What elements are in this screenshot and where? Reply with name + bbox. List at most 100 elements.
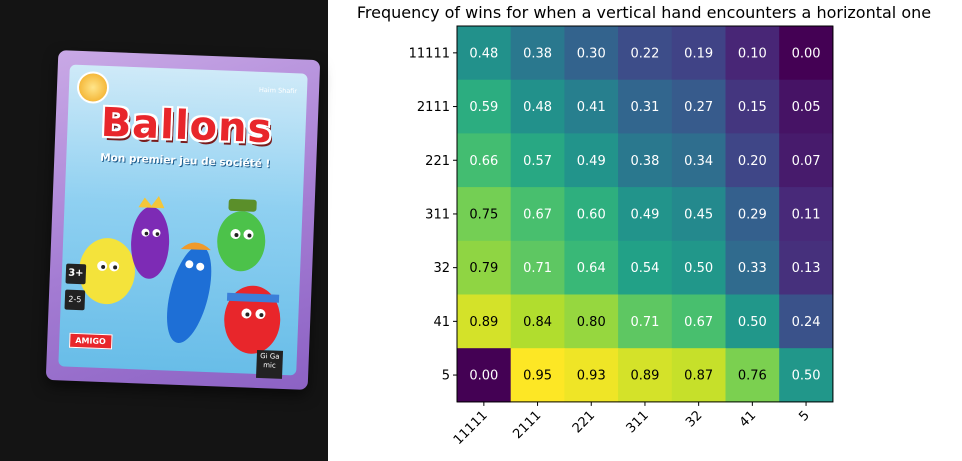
publisher-logo: Gi Ga mic: [255, 349, 284, 379]
cell-value-label-3-0: 0.75: [469, 207, 498, 222]
x-tick-label: 2111: [510, 408, 544, 442]
y-tick-label: 5: [442, 369, 450, 384]
brand-logo: AMIGO: [69, 332, 113, 350]
cell-value-label-4-6: 0.13: [792, 261, 821, 276]
cell-value-label-4-1: 0.71: [523, 261, 552, 276]
cell-value-label-5-2: 0.80: [577, 315, 606, 330]
cell-value-label-6-0: 0.00: [469, 369, 498, 384]
cell-value-label-2-5: 0.20: [738, 154, 767, 169]
cell-value-label-1-1: 0.48: [523, 100, 552, 115]
y-axis: 11111 2111 221 311 32 41 5: [409, 46, 457, 384]
cell-value-label-2-3: 0.38: [630, 154, 659, 169]
cell-value-label-0-3: 0.22: [630, 46, 659, 61]
cell-value-label-5-4: 0.67: [684, 315, 713, 330]
balloon-blue-cap-icon: [167, 242, 212, 343]
heatmap-cell-2-2: [564, 133, 619, 188]
heatmap-cell-3-0: [457, 187, 512, 242]
heatmap-cell-1-5: [725, 79, 780, 134]
cell-value-label-5-0: 0.89: [469, 315, 498, 330]
heatmap-cell-0-4: [671, 26, 726, 81]
y-tick-label: 2111: [417, 100, 450, 115]
heatmap-cell-6-4: [671, 348, 726, 403]
heatmap-cell-5-2: [564, 294, 619, 349]
y-tick-label: 11111: [409, 46, 450, 61]
cell-value-label-0-0: 0.48: [469, 46, 498, 61]
y-tick-label: 41: [433, 315, 450, 330]
cell-value-label-0-1: 0.38: [523, 46, 552, 61]
cell-value-label-2-6: 0.07: [792, 154, 821, 169]
cell-value-label-6-4: 0.87: [684, 369, 713, 384]
cell-value-label-3-1: 0.67: [523, 207, 552, 222]
box-cover: Haim Shafir Ballons Mon premier jeu de s…: [58, 64, 308, 379]
game-box: Haim Shafir Ballons Mon premier jeu de s…: [45, 50, 321, 390]
age-badge: 3+: [65, 263, 87, 285]
heatmap-cell-3-2: [564, 187, 619, 242]
photo-panel: Haim Shafir Ballons Mon premier jeu de s…: [0, 0, 328, 461]
x-tick-label: 311: [624, 408, 652, 436]
cell-value-label-2-2: 0.49: [577, 154, 606, 169]
heatmap-cell-2-6: [779, 133, 834, 188]
cell-value-label-6-3: 0.89: [630, 369, 659, 384]
heatmap-cell-0-1: [510, 26, 565, 81]
heatmap-cell-0-6: [779, 26, 834, 81]
cell-value-label-0-6: 0.00: [792, 46, 821, 61]
heatmap-cell-6-0: [457, 348, 512, 403]
balloon-red-headband-icon: [224, 285, 281, 354]
heatmap-cell-2-5: [725, 133, 780, 188]
cell-value-label-1-6: 0.05: [792, 100, 821, 115]
cell-value-label-3-5: 0.29: [738, 207, 767, 222]
x-tick-label: 11111: [451, 408, 491, 448]
cell-value-label-3-3: 0.49: [630, 207, 659, 222]
cell-value-label-0-5: 0.10: [738, 46, 767, 61]
cell-value-label-6-2: 0.93: [577, 369, 606, 384]
heatmap-cell-4-2: [564, 240, 619, 295]
balloon-purple-crown-icon: [131, 196, 170, 279]
balloon-green-hat-icon: [217, 198, 266, 272]
heatmap-cell-6-2: [564, 348, 619, 403]
cell-value-label-5-6: 0.24: [792, 315, 821, 330]
heatmap-cell-2-1: [510, 133, 565, 188]
y-tick-label: 32: [433, 261, 450, 276]
heatmap-cell-4-5: [725, 240, 780, 295]
heatmap-cell-3-3: [618, 187, 673, 242]
heatmap-cell-1-0: [457, 79, 512, 134]
heatmap-cell-5-0: [457, 294, 512, 349]
heatmap-cell-3-5: [725, 187, 780, 242]
heatmap-cell-1-4: [671, 79, 726, 134]
cell-value-label-1-3: 0.31: [630, 100, 659, 115]
heatmap-cell-2-3: [618, 133, 673, 188]
cell-value-label-4-4: 0.50: [684, 261, 713, 276]
heatmap-cell-1-6: [779, 79, 834, 134]
heatmap-cell-3-4: [671, 187, 726, 242]
cell-value-label-6-6: 0.50: [792, 369, 821, 384]
chart-title: Frequency of wins for when a vertical ha…: [357, 3, 931, 22]
cell-value-label-5-5: 0.50: [738, 315, 767, 330]
heatmap-cell-0-2: [564, 26, 619, 81]
heatmap-cell-0-0: [457, 26, 512, 81]
cell-value-label-1-0: 0.59: [469, 100, 498, 115]
cell-value-label-5-3: 0.71: [630, 315, 659, 330]
x-tick-label: 32: [683, 408, 705, 430]
cell-value-label-5-1: 0.84: [523, 315, 552, 330]
y-tick-label: 311: [425, 207, 450, 222]
heatmap-cell-1-3: [618, 79, 673, 134]
heatmap-chart: Frequency of wins for when a vertical ha…: [357, 3, 931, 448]
heatmap-cell-5-4: [671, 294, 726, 349]
cell-value-label-2-4: 0.34: [684, 154, 713, 169]
heatmap-cell-2-4: [671, 133, 726, 188]
x-tick-label: 5: [796, 408, 812, 424]
cell-value-label-4-0: 0.79: [469, 261, 498, 276]
players-badge: 2-5: [64, 289, 86, 311]
heatmap-cell-5-1: [510, 294, 565, 349]
cell-value-label-1-5: 0.15: [738, 100, 767, 115]
cell-value-label-4-5: 0.33: [738, 261, 767, 276]
heatmap-cell-2-0: [457, 133, 512, 188]
heatmap-cell-1-1: [510, 79, 565, 134]
cell-value-label-6-1: 0.95: [523, 369, 552, 384]
cell-value-label-6-5: 0.76: [738, 369, 767, 384]
y-tick-label: 221: [425, 154, 450, 169]
heatmap-cell-3-1: [510, 187, 565, 242]
heatmap-cells: 0.48 0.38 0.30 0.22 0.19 0.10 0.00 0.59 0.48 0.41…: [457, 26, 834, 403]
heatmap-cell-5-6: [779, 294, 834, 349]
balloon-yellow-icon: [78, 238, 135, 305]
